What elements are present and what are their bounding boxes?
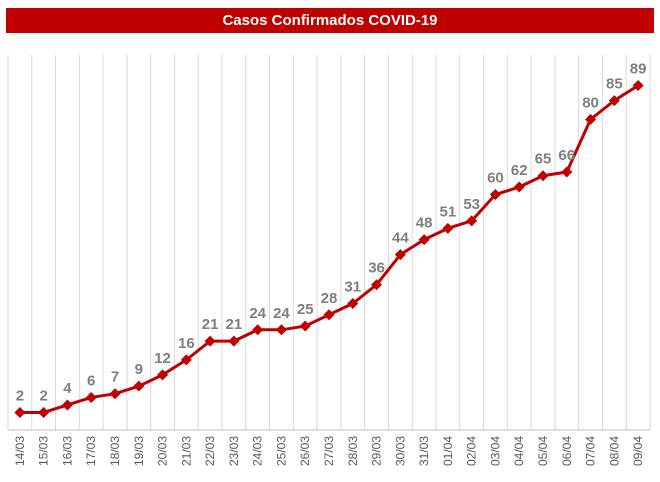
data-label: 2 bbox=[16, 387, 24, 404]
series-polyline bbox=[19, 84, 639, 414]
data-point-marker bbox=[489, 189, 501, 201]
data-point-marker bbox=[585, 113, 597, 125]
data-point-marker bbox=[394, 249, 406, 261]
data-point-marker bbox=[204, 335, 216, 347]
data-label: 25 bbox=[297, 301, 314, 318]
data-point-marker bbox=[371, 279, 383, 291]
data-point-marker bbox=[228, 335, 240, 347]
data-label: 51 bbox=[440, 203, 457, 220]
data-label: 21 bbox=[202, 316, 219, 333]
data-label: 53 bbox=[463, 196, 480, 213]
data-label: 28 bbox=[321, 290, 338, 307]
data-point-marker bbox=[466, 215, 478, 227]
data-label: 16 bbox=[178, 335, 195, 352]
x-tick-label: 03/04 bbox=[488, 436, 502, 466]
x-tick-label: 14/03 bbox=[13, 436, 27, 466]
data-point-marker bbox=[109, 388, 121, 400]
data-point-marker bbox=[61, 399, 73, 411]
data-point-marker bbox=[14, 406, 26, 418]
x-tick-label: 25/03 bbox=[274, 436, 288, 466]
x-tick-label: 19/03 bbox=[132, 436, 146, 466]
x-tick-label: 20/03 bbox=[156, 436, 170, 466]
grid-lines bbox=[7, 55, 651, 431]
data-point-marker bbox=[299, 320, 311, 332]
x-tick-label: 31/03 bbox=[417, 436, 431, 466]
data-label: 62 bbox=[511, 162, 528, 179]
data-label: 36 bbox=[368, 260, 385, 277]
x-tick-label: 16/03 bbox=[60, 436, 74, 466]
data-label: 24 bbox=[273, 305, 290, 322]
x-tick-label: 07/04 bbox=[584, 436, 598, 466]
data-label: 24 bbox=[249, 305, 266, 322]
x-tick-label: 26/03 bbox=[298, 436, 312, 466]
data-label: 4 bbox=[63, 380, 72, 397]
data-point-marker bbox=[418, 234, 430, 246]
data-label: 60 bbox=[487, 170, 504, 187]
data-label: 2 bbox=[39, 387, 47, 404]
data-point-marker bbox=[442, 222, 454, 234]
x-tick-label: 27/03 bbox=[322, 436, 336, 466]
data-point-marker bbox=[537, 170, 549, 182]
data-label: 44 bbox=[392, 230, 409, 247]
data-point-marker bbox=[632, 80, 644, 92]
x-tick-label: 18/03 bbox=[108, 436, 122, 466]
x-tick-label: 05/04 bbox=[536, 436, 550, 466]
x-tick-label: 29/03 bbox=[370, 436, 384, 466]
data-point-marker bbox=[561, 166, 573, 178]
x-tick-label: 09/04 bbox=[631, 436, 645, 466]
data-point-marker bbox=[608, 95, 620, 107]
x-tick-label: 06/04 bbox=[560, 436, 574, 466]
x-tick-label: 22/03 bbox=[203, 436, 217, 466]
data-label: 6 bbox=[87, 372, 95, 389]
data-label: 48 bbox=[416, 215, 433, 232]
data-label: 12 bbox=[154, 350, 171, 367]
data-point-marker bbox=[275, 324, 287, 336]
data-label: 89 bbox=[630, 61, 647, 78]
x-tick-label: 02/04 bbox=[465, 436, 479, 466]
x-tick-labels: 14/03 15/03 16/03 17/03 18/03 19/03 20/03 21/03… bbox=[13, 436, 645, 466]
data-point-marker bbox=[38, 406, 50, 418]
x-tick-label: 28/03 bbox=[346, 436, 360, 466]
data-label: 85 bbox=[606, 76, 623, 93]
data-label: 7 bbox=[111, 369, 119, 386]
data-label: 9 bbox=[135, 361, 143, 378]
data-label: 66 bbox=[558, 147, 575, 164]
data-point-marker bbox=[133, 380, 145, 392]
x-tick-label: 30/03 bbox=[393, 436, 407, 466]
data-point-marker bbox=[157, 369, 169, 381]
x-tick-label: 23/03 bbox=[227, 436, 241, 466]
data-point-marker bbox=[180, 354, 192, 366]
x-tick-label: 01/04 bbox=[441, 436, 455, 466]
data-label: 65 bbox=[535, 151, 552, 168]
data-point-marker bbox=[513, 181, 525, 193]
data-point-marker bbox=[347, 298, 359, 310]
data-label: 21 bbox=[226, 316, 243, 333]
x-tick-label: 24/03 bbox=[251, 436, 265, 466]
data-point-marker bbox=[85, 391, 97, 403]
data-point-marker bbox=[323, 309, 335, 321]
data-label: 31 bbox=[344, 279, 361, 296]
data-label: 80 bbox=[582, 94, 599, 111]
x-tick-label: 21/03 bbox=[179, 436, 193, 466]
x-tick-label: 04/04 bbox=[512, 436, 526, 466]
chart-title: Casos Confirmados COVID-19 bbox=[6, 8, 654, 33]
x-tick-label: 08/04 bbox=[607, 436, 621, 466]
data-markers bbox=[14, 80, 644, 418]
x-tick-label: 15/03 bbox=[37, 436, 51, 466]
series-line bbox=[19, 84, 639, 414]
data-point-marker bbox=[252, 324, 264, 336]
x-tick-label: 17/03 bbox=[84, 436, 98, 466]
